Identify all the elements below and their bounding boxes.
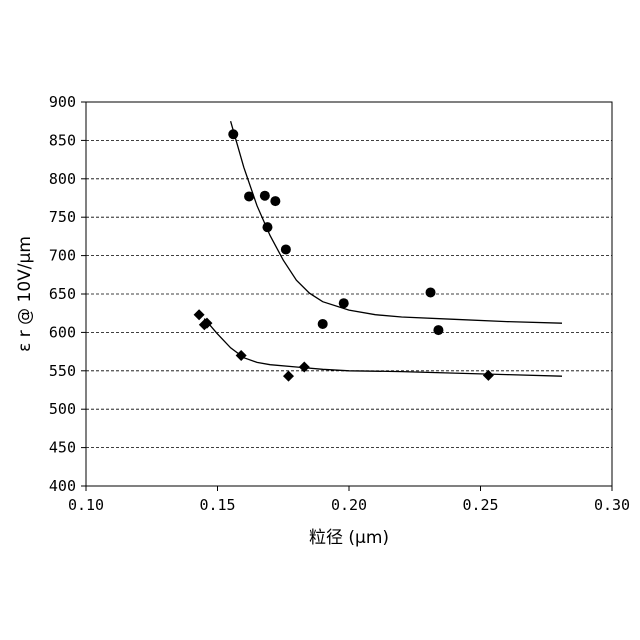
y-tick-label: 900 xyxy=(49,93,76,111)
data-point-circle xyxy=(259,190,270,201)
y-tick-label: 450 xyxy=(49,439,76,457)
data-point-circle xyxy=(433,325,444,336)
y-tick-label: 700 xyxy=(49,247,76,265)
data-point-diamond xyxy=(298,361,310,373)
data-point-circle xyxy=(425,287,436,298)
data-point-circle xyxy=(338,298,349,309)
y-axis-label: ε r @ 10V/μm xyxy=(15,236,35,352)
data-point-circle xyxy=(270,196,281,207)
x-tick-label: 0.15 xyxy=(199,496,235,514)
data-point-circle xyxy=(280,244,291,255)
data-point-circle xyxy=(317,318,328,329)
trend-lines xyxy=(203,121,563,377)
x-tick-label: 0.20 xyxy=(331,496,367,514)
x-tick-label: 0.25 xyxy=(462,496,498,514)
y-tick-label: 850 xyxy=(49,131,76,149)
x-axis-label: 粒径 (μm) xyxy=(309,528,389,548)
data-point-circle xyxy=(244,191,255,202)
x-tick-label: 0.30 xyxy=(594,496,630,514)
data-point-circle xyxy=(262,222,273,233)
data-point-diamond xyxy=(482,369,494,381)
y-tick-label: 550 xyxy=(49,362,76,380)
x-axis: 0.10 0.15 0.20 0.25 0.30 xyxy=(68,486,630,514)
y-tick-label: 750 xyxy=(49,208,76,226)
y-axis: 400 450 500 550 600 650 700 750 800 850 900 xyxy=(49,93,86,495)
data-point-diamond xyxy=(283,370,295,382)
data-points xyxy=(193,129,494,382)
x-tick-label: 0.10 xyxy=(68,496,104,514)
y-tick-label: 400 xyxy=(49,477,76,495)
data-point-diamond xyxy=(193,309,205,321)
data-point-circle xyxy=(228,129,239,140)
y-tick-label: 650 xyxy=(49,285,76,303)
y-tick-label: 500 xyxy=(49,400,76,418)
y-tick-label: 800 xyxy=(49,170,76,188)
y-tick-label: 600 xyxy=(49,323,76,341)
trend-line-2 xyxy=(203,318,563,377)
data-point-diamond xyxy=(201,317,213,329)
data-point-diamond xyxy=(235,349,247,361)
trend-line-1 xyxy=(229,121,563,324)
